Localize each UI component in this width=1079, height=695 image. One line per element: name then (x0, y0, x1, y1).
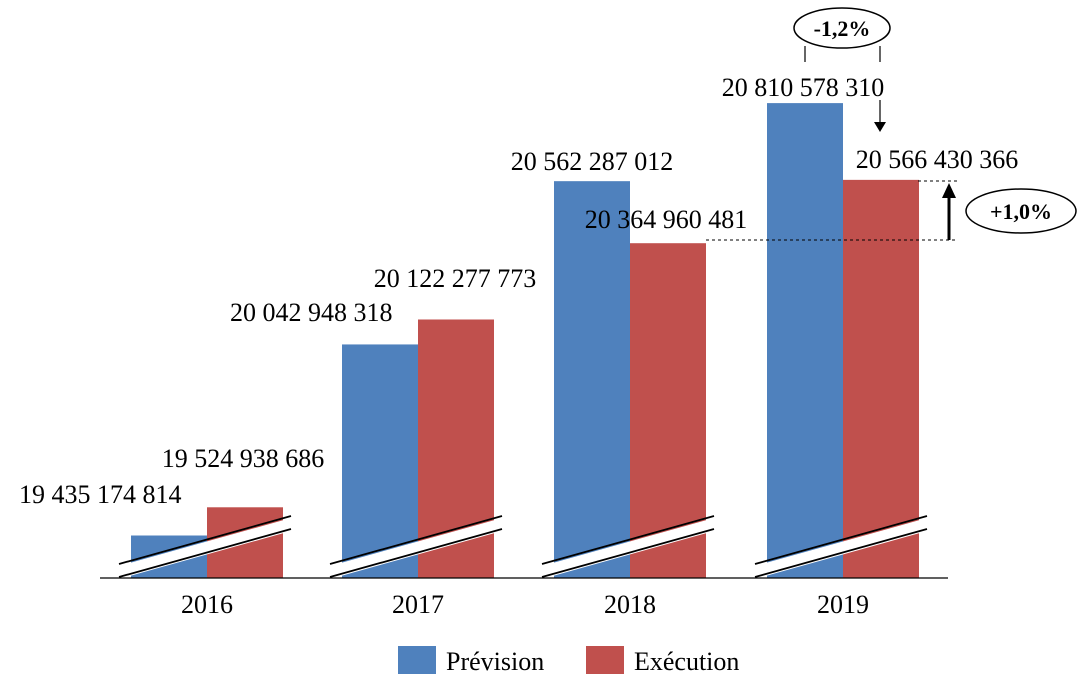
legend-label-execution: Exécution (634, 647, 739, 676)
x-tick-2016: 2016 (181, 590, 233, 619)
axis-break-gap-2019 (755, 518, 927, 579)
legend-swatch-prevision (398, 646, 436, 674)
axis-break-line-2018-0 (541, 515, 715, 565)
value-label-prevision-2018: 20 562 287 012 (511, 147, 674, 176)
x-tick-2018: 2018 (604, 590, 656, 619)
axis-break-line-2018-1 (541, 528, 715, 578)
legend-label-prevision: Prévision (446, 647, 544, 676)
x-tick-labels: 2016 2017 2018 2019 (181, 590, 869, 619)
value-label-execution-2018: 20 364 960 481 (585, 205, 748, 234)
gap-ellipse (793, 7, 891, 49)
axis-break-gap-2016 (119, 518, 291, 579)
value-label-execution-2019: 20 566 430 366 (856, 145, 1019, 174)
growth-label: +1,0% (990, 199, 1052, 224)
axis-break-line-2016-0 (118, 515, 292, 565)
bar-prevision-2019 (767, 103, 843, 579)
value-label-prevision-2016: 19 435 174 814 (19, 480, 182, 509)
bar-prevision-2018 (554, 181, 630, 578)
annotation-growth-2019: +1,0% (706, 180, 1077, 241)
x-tick-2019: 2019 (817, 590, 869, 619)
bar-prevision-2017 (342, 344, 418, 578)
value-label-execution-2017: 20 122 277 773 (374, 264, 537, 293)
value-labels: 19 435 174 814 19 524 938 686 20 042 948 3… (19, 73, 1018, 509)
axis-break-line-2017-1 (329, 528, 503, 578)
axis-break-gap-2018 (542, 518, 714, 579)
growth-arrow-head (942, 183, 956, 198)
gap-arrow-head (874, 122, 886, 132)
value-label-prevision-2017: 20 042 948 318 (230, 298, 393, 327)
growth-ellipse (965, 188, 1077, 234)
bar-execution-2019 (843, 179, 919, 578)
axis-break-line-2019-0 (754, 515, 928, 565)
annotation-gap-2019: -1,2% (793, 7, 891, 132)
legend-swatch-execution (586, 646, 624, 674)
axis-break-line-2016-1 (118, 528, 292, 578)
axis-break-line-2017-0 (329, 515, 503, 565)
axis-break-line-2019-1 (754, 528, 928, 578)
bars-layer (131, 103, 919, 579)
value-label-execution-2016: 19 524 938 686 (162, 444, 325, 473)
x-tick-2017: 2017 (392, 590, 444, 619)
value-label-prevision-2019: 20 810 578 310 (722, 73, 885, 102)
legend: Prévision Exécution (398, 646, 739, 676)
axis-break-marks (118, 515, 928, 579)
gap-label: -1,2% (814, 16, 871, 41)
axis-break-gap-2017 (330, 518, 502, 579)
